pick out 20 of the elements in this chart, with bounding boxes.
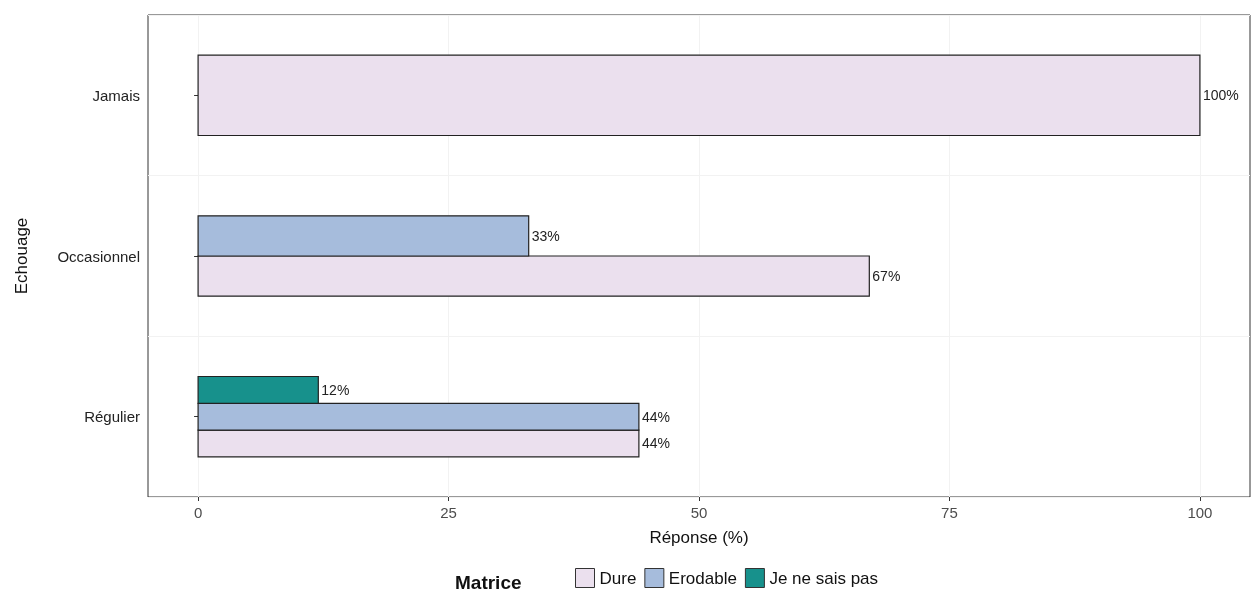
data-label: 44% [641,435,670,452]
x-tick-label: 100 [1187,504,1213,521]
x-tick-label: 75 [941,504,958,521]
x-tick-label: 0 [193,504,203,521]
data-label: 67% [872,268,901,285]
legend-label: Dure [599,568,637,588]
x-axis-title: Réponse (%) [649,528,749,547]
y-tick-label: Occasionnel [57,247,140,265]
data-label: 33% [531,227,560,244]
data-label: 44% [641,408,670,425]
y-tick-label: Jamais [92,86,140,104]
x-tick-label: 25 [440,504,457,521]
y-axis-title: Echouage [12,217,31,295]
legend-label: Erodable [668,568,737,588]
data-label: 12% [321,381,350,398]
legend-title: Matrice [455,572,522,593]
y-tick-label: Régulier [84,408,140,426]
legend-label: Je ne sais pas [769,568,879,588]
data-label: 100% [1202,87,1239,104]
x-tick-label: 50 [690,504,708,521]
